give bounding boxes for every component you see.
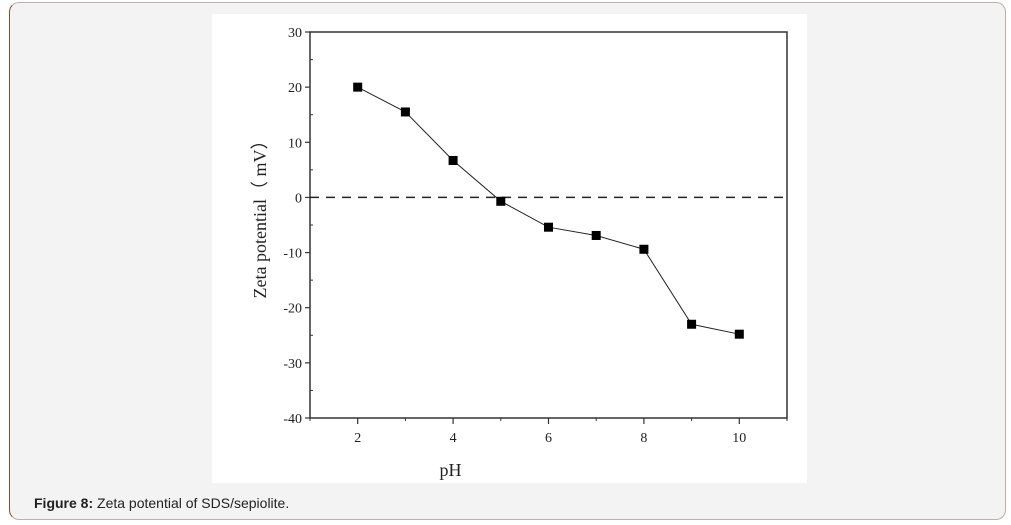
data-point-square <box>400 107 410 117</box>
y-tick-label: -30 <box>283 357 302 372</box>
y-tick-label: 0 <box>295 191 302 206</box>
x-axis-label: pH <box>440 460 462 480</box>
x-tick-label: 6 <box>545 431 552 446</box>
data-point-square <box>544 222 553 232</box>
x-tick-label: 8 <box>640 431 647 446</box>
y-tick-label: -10 <box>283 247 302 262</box>
y-tick-label: -20 <box>283 302 302 317</box>
data-point-square <box>353 82 363 92</box>
y-tick-label: -40 <box>283 412 302 427</box>
caption-text: Zeta potential of SDS/sepiolite. <box>93 495 290 511</box>
y-tick-label: 30 <box>288 26 302 41</box>
series-line <box>357 86 740 335</box>
zeta-potential-chart: -40 -30 -20 -10 0 10 20 30 2 4 6 8 10 pH Zeta potentia… <box>250 26 788 480</box>
y-axis-label: Zeta potential（ mV） <box>250 132 270 299</box>
y-tick-label: 20 <box>288 81 302 96</box>
data-point-square <box>639 244 649 254</box>
caption-label: Figure 8: <box>34 495 94 511</box>
figure-caption: Figure 8: Zeta potential of SDS/sepiolit… <box>34 495 289 511</box>
figure-container: -40 -30 -20 -10 0 10 20 30 2 4 6 8 10 pH Zeta potentia… <box>9 2 1006 520</box>
x-tick-label: 10 <box>732 431 746 446</box>
y-tick-label: 10 <box>288 136 302 151</box>
x-tick-label: 2 <box>354 431 361 446</box>
data-point-square <box>448 155 458 165</box>
x-tick-label: 4 <box>450 431 457 446</box>
data-point-square <box>734 329 744 339</box>
chart-panel: -40 -30 -20 -10 0 10 20 30 2 4 6 8 10 pH Zeta potentia… <box>212 14 807 483</box>
data-point-square <box>687 319 697 329</box>
data-point-square <box>591 230 601 240</box>
data-point-square <box>496 196 506 206</box>
